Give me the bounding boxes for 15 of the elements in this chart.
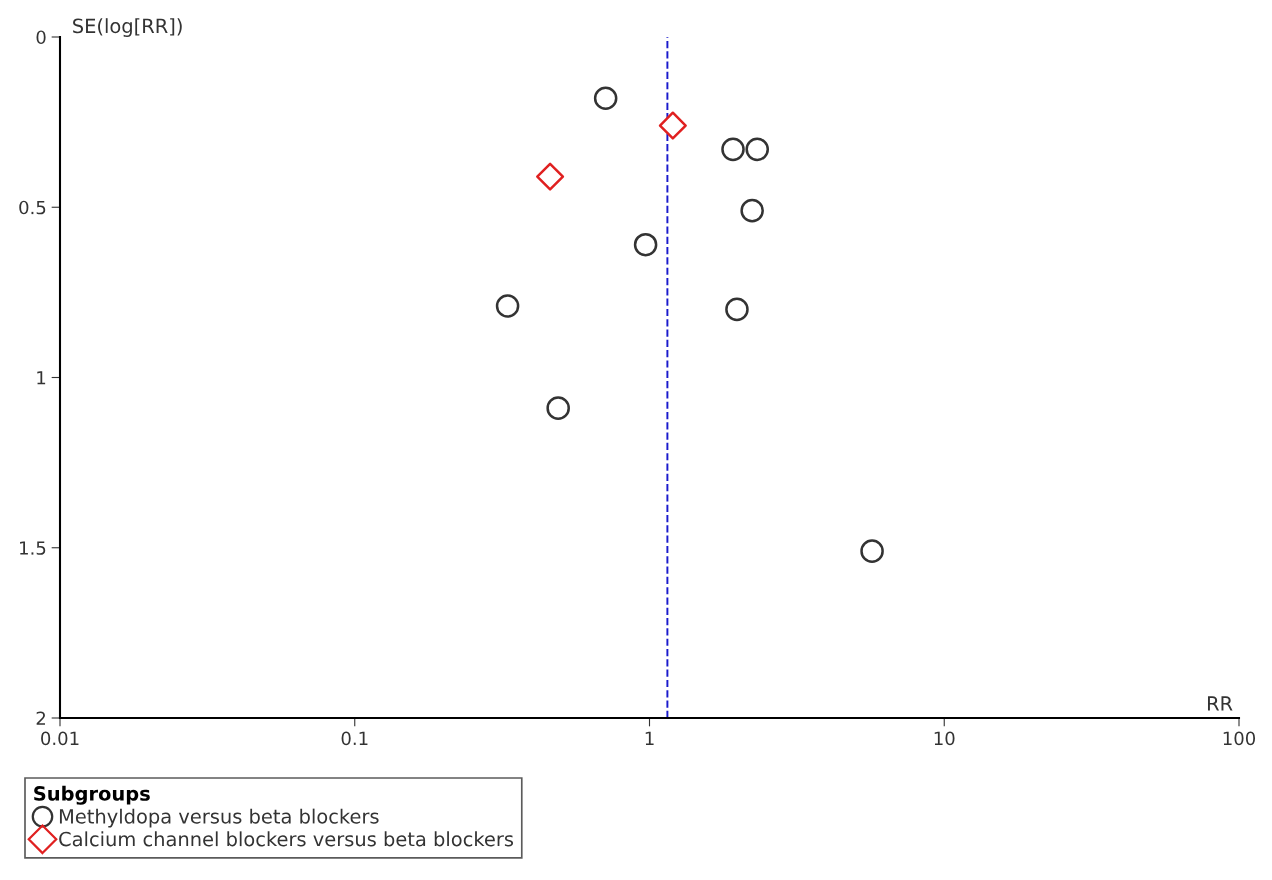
y-tick-label: 2 bbox=[36, 711, 45, 725]
x-tick-label: 0.1 bbox=[341, 731, 368, 746]
x-tick-label: 10 bbox=[934, 731, 955, 746]
x-tick-label: 100 bbox=[1223, 731, 1256, 746]
legend-label: Methyldopa versus beta blockers bbox=[59, 808, 379, 828]
x-tick-label: 1 bbox=[645, 731, 654, 745]
y-tick-label: 0.5 bbox=[19, 200, 46, 215]
y-tick-label: 1.5 bbox=[20, 541, 46, 555]
legend-title: Subgroups bbox=[34, 785, 150, 805]
y-axis-title: SE(log[RR]) bbox=[73, 18, 182, 37]
x-tick-label: 0.01 bbox=[41, 731, 79, 746]
legend-label: Calcium channel blockers versus beta blockers bbox=[59, 831, 514, 847]
y-tick-label: 0 bbox=[36, 30, 46, 45]
y-tick-label: 1 bbox=[37, 371, 46, 385]
x-axis-title: RR bbox=[1207, 696, 1233, 711]
